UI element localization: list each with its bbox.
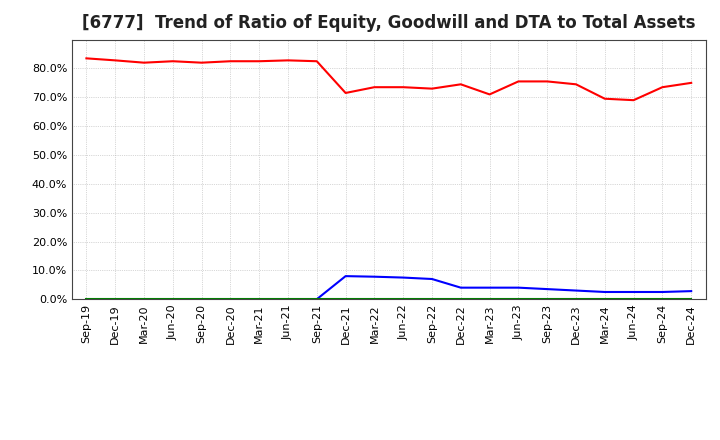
Deferred Tax Assets [284,297,292,302]
Deferred Tax Assets [226,297,235,302]
Deferred Tax Assets [341,297,350,302]
Goodwill [197,297,206,302]
Deferred Tax Assets [456,297,465,302]
Goodwill [629,290,638,295]
Goodwill [226,297,235,302]
Equity [312,59,321,64]
Equity [485,92,494,97]
Equity [140,60,148,65]
Deferred Tax Assets [687,297,696,302]
Deferred Tax Assets [514,297,523,302]
Equity [370,84,379,90]
Equity [428,86,436,91]
Equity [168,59,177,64]
Equity [226,59,235,64]
Equity [341,90,350,95]
Equity [399,84,408,90]
Goodwill [312,297,321,302]
Equity [543,79,552,84]
Deferred Tax Assets [255,297,264,302]
Deferred Tax Assets [82,297,91,302]
Equity [197,60,206,65]
Deferred Tax Assets [629,297,638,302]
Goodwill [658,290,667,295]
Goodwill [168,297,177,302]
Equity [658,84,667,90]
Deferred Tax Assets [658,297,667,302]
Equity [629,98,638,103]
Goodwill [456,285,465,290]
Equity [111,58,120,63]
Goodwill [543,286,552,292]
Deferred Tax Assets [572,297,580,302]
Goodwill [485,285,494,290]
Goodwill [399,275,408,280]
Equity [514,79,523,84]
Goodwill [514,285,523,290]
Equity [572,82,580,87]
Deferred Tax Assets [485,297,494,302]
Goodwill [370,274,379,279]
Deferred Tax Assets [399,297,408,302]
Deferred Tax Assets [312,297,321,302]
Goodwill [140,297,148,302]
Line: Equity: Equity [86,59,691,100]
Goodwill [687,289,696,294]
Deferred Tax Assets [168,297,177,302]
Deferred Tax Assets [428,297,436,302]
Deferred Tax Assets [140,297,148,302]
Deferred Tax Assets [600,297,609,302]
Equity [255,59,264,64]
Goodwill [284,297,292,302]
Deferred Tax Assets [543,297,552,302]
Equity [284,58,292,63]
Equity [687,80,696,85]
Goodwill [600,290,609,295]
Title: [6777]  Trend of Ratio of Equity, Goodwill and DTA to Total Assets: [6777] Trend of Ratio of Equity, Goodwil… [82,15,696,33]
Goodwill [341,274,350,279]
Line: Goodwill: Goodwill [86,276,691,299]
Goodwill [82,297,91,302]
Goodwill [111,297,120,302]
Deferred Tax Assets [197,297,206,302]
Goodwill [255,297,264,302]
Deferred Tax Assets [111,297,120,302]
Deferred Tax Assets [370,297,379,302]
Equity [456,82,465,87]
Equity [82,56,91,61]
Goodwill [572,288,580,293]
Goodwill [428,276,436,282]
Equity [600,96,609,101]
